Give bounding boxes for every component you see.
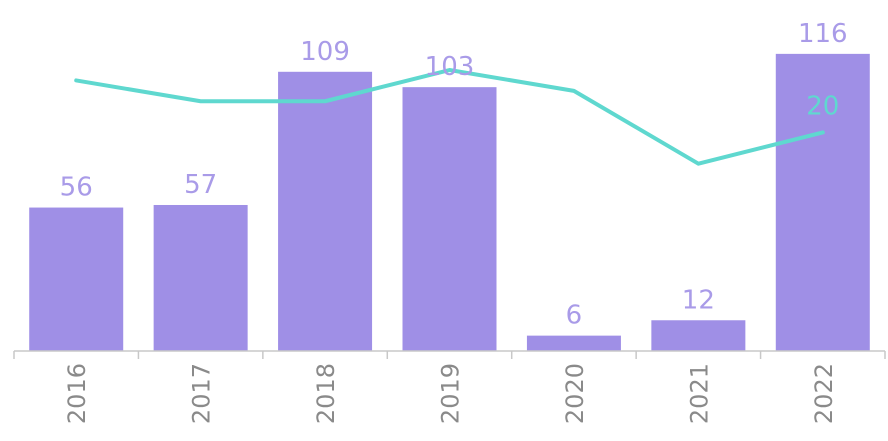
x-tick-label-2019: 2019 <box>437 363 465 424</box>
x-tick-label-2016: 2016 <box>63 363 91 424</box>
x-axis: 2016 2017 2018 2019 2020 2021 2022 <box>13 350 886 424</box>
bar-2021 <box>651 320 746 351</box>
bar-2022 <box>775 53 870 351</box>
bar-series <box>29 53 870 352</box>
bar-2020 <box>526 335 621 351</box>
bar-data-label-2020: 6 <box>566 301 583 331</box>
bar-2018 <box>278 71 373 352</box>
x-tick-label-2020: 2020 <box>561 363 589 424</box>
bar-2017 <box>153 204 248 351</box>
line-series: 20 <box>74 68 839 166</box>
bar-data-label-2021: 12 <box>682 285 715 315</box>
bar-data-label-2017: 57 <box>184 170 217 200</box>
x-tick-label-2022: 2022 <box>810 363 838 424</box>
bar-data-labels: 56 57 109 103 6 12 116 <box>60 19 848 331</box>
bar-data-label-2019: 103 <box>425 52 475 82</box>
bar-data-label-2018: 109 <box>300 37 350 67</box>
bar-data-label-2022: 116 <box>798 19 848 49</box>
line-data-label-2022: 20 <box>806 91 839 121</box>
bar-data-label-2016: 56 <box>60 173 93 203</box>
bar-2016 <box>29 207 124 351</box>
x-tick-label-2021: 2021 <box>685 363 713 424</box>
bar-2019 <box>402 87 497 352</box>
x-tick-label-2018: 2018 <box>312 363 340 424</box>
x-tick-label-2017: 2017 <box>188 363 216 424</box>
